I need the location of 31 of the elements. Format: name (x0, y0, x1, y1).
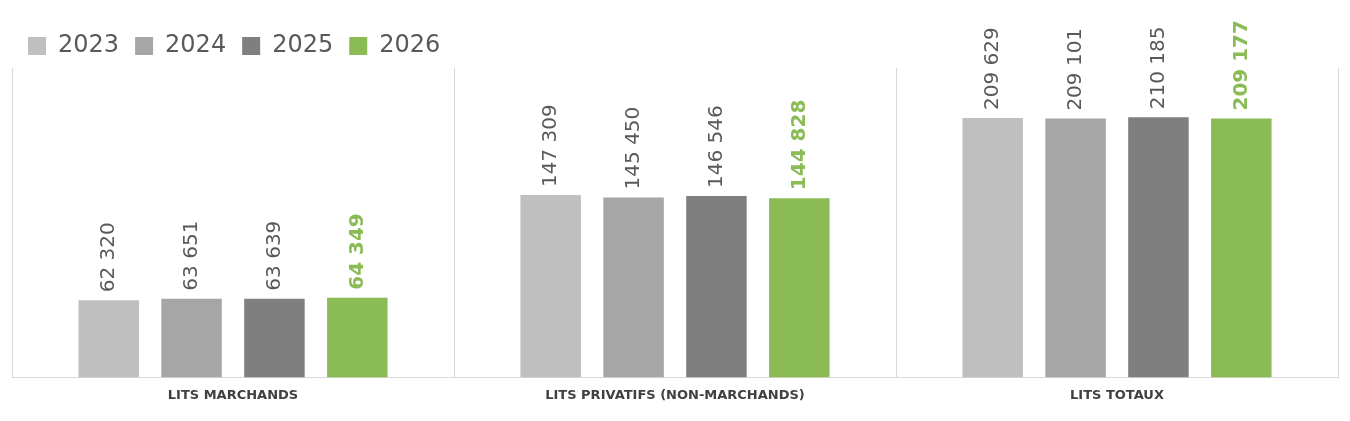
legend-label: 2025 (272, 30, 334, 59)
bar (962, 117, 1023, 378)
data-label: 147 309 (536, 104, 561, 188)
bar (1128, 117, 1189, 378)
data-label: 64 349 (343, 213, 368, 290)
legend-label: 2024 (165, 30, 227, 59)
data-label: 144 828 (785, 99, 810, 191)
data-label: 209 629 (978, 27, 1003, 110)
x-tick-label: LITS MARCHANDS (167, 386, 299, 402)
data-label: 63 639 (260, 220, 285, 291)
bar (1045, 118, 1106, 378)
data-label: 209 177 (1227, 20, 1252, 111)
legend-label: 2026 (379, 30, 441, 59)
bar (686, 196, 747, 378)
bar (603, 197, 664, 378)
bar (1211, 118, 1272, 378)
data-label: 145 450 (619, 106, 644, 190)
bar (520, 195, 581, 378)
bar (78, 300, 139, 378)
data-label: 209 101 (1061, 27, 1086, 111)
data-label: 63 651 (177, 220, 202, 291)
bar (244, 298, 305, 378)
bar (327, 297, 388, 378)
x-tick-label: LITS TOTAUX (1070, 386, 1164, 402)
data-label: 210 185 (1144, 26, 1169, 110)
legend-label: 2023 (58, 30, 120, 59)
data-label: 62 320 (94, 222, 119, 293)
x-tick-label: LITS PRIVATIFS (NON-MARCHANDS) (545, 386, 805, 402)
bar (161, 298, 222, 378)
data-label: 146 546 (702, 105, 727, 189)
bar (769, 198, 830, 378)
